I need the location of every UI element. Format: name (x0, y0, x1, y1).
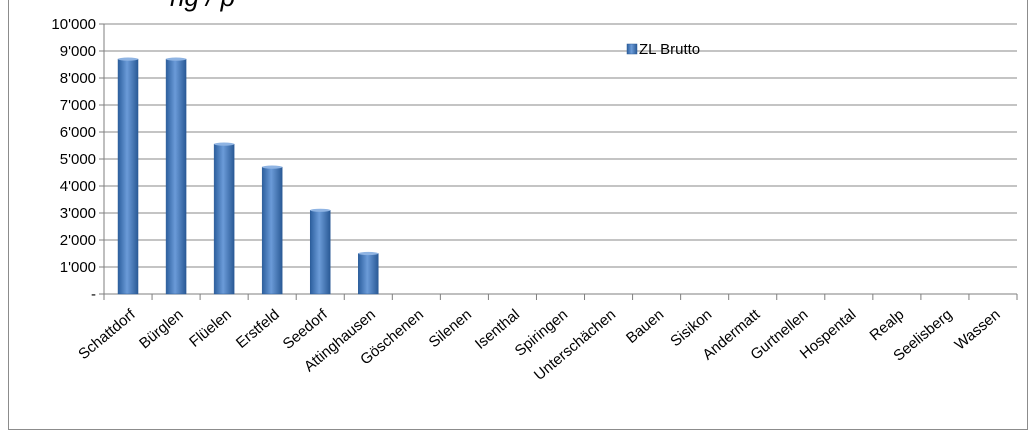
y-tick-label: 1'000 (60, 259, 96, 276)
bar (358, 253, 379, 295)
legend: ZL Brutto (626, 41, 700, 58)
x-tick-label: Bauen (623, 306, 667, 347)
y-tick-label: 2'000 (60, 232, 96, 249)
bar-cap (310, 208, 331, 212)
bar-cap (118, 57, 139, 61)
bar (117, 58, 139, 295)
x-tick-label: Erstfeld (233, 306, 283, 352)
chart-title-fragment: ng / p (170, 0, 235, 13)
x-tick-label: Schattdorf (75, 306, 139, 364)
y-tick-label: - (91, 286, 96, 303)
x-tick-label: Flüelen (186, 306, 235, 351)
gridlines (104, 23, 1017, 295)
bar (165, 58, 187, 295)
bars (117, 57, 379, 295)
bar-cap (166, 57, 187, 61)
bar (261, 166, 283, 295)
x-tick-label: Silenen (426, 306, 475, 351)
bar-cap (214, 142, 235, 146)
y-tick-label: 5'000 (60, 151, 96, 168)
y-tick-labels: - 1'000 2'000 3'000 4'000 5'000 6'000 7'000 8'00… (51, 16, 96, 303)
y-tick-label: 6'000 (60, 124, 96, 141)
x-tick-label: Unterschächen (531, 306, 619, 384)
legend-swatch (626, 43, 638, 55)
y-tick-label: 4'000 (60, 178, 96, 195)
y-tick-label: 3'000 (60, 205, 96, 222)
x-tick-label: Bürglen (136, 306, 187, 352)
bar (213, 143, 235, 295)
x-tick-label: Wassen (952, 306, 1004, 354)
y-tick-label: 7'000 (60, 97, 96, 114)
bar-cap (358, 251, 379, 256)
y-tick-label: 10'000 (51, 16, 96, 33)
y-tick-label: 9'000 (60, 43, 96, 60)
y-tick-label: 8'000 (60, 70, 96, 87)
legend-label: ZL Brutto (639, 41, 700, 58)
bar (309, 210, 331, 295)
axes (99, 23, 1018, 300)
bar-cap (262, 165, 283, 169)
x-tick-label: Realp (866, 306, 907, 344)
